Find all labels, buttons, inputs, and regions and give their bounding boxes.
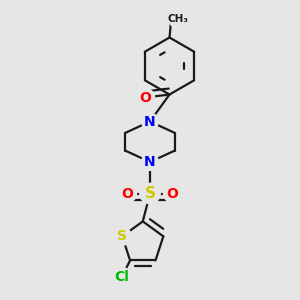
Text: S: S bbox=[117, 229, 127, 243]
Text: N: N bbox=[144, 155, 156, 169]
Text: O: O bbox=[167, 187, 178, 200]
Circle shape bbox=[136, 88, 154, 106]
Circle shape bbox=[169, 11, 186, 28]
Text: Cl: Cl bbox=[114, 270, 129, 284]
Text: CH₃: CH₃ bbox=[167, 14, 188, 25]
Circle shape bbox=[118, 184, 136, 202]
Circle shape bbox=[142, 154, 158, 170]
Circle shape bbox=[112, 267, 131, 286]
Text: S: S bbox=[145, 186, 155, 201]
Text: O: O bbox=[140, 91, 152, 104]
Circle shape bbox=[164, 184, 181, 202]
Text: O: O bbox=[122, 187, 134, 200]
Circle shape bbox=[140, 183, 160, 204]
Text: N: N bbox=[144, 115, 156, 128]
Circle shape bbox=[142, 113, 158, 130]
Circle shape bbox=[113, 227, 131, 245]
